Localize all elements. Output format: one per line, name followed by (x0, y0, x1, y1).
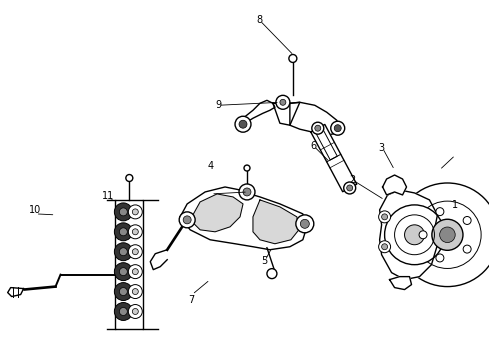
Polygon shape (311, 125, 357, 192)
Circle shape (179, 212, 195, 228)
Circle shape (126, 175, 133, 181)
Circle shape (235, 116, 251, 132)
Circle shape (276, 95, 290, 109)
Text: 5: 5 (262, 256, 268, 266)
Polygon shape (180, 187, 307, 250)
Circle shape (132, 289, 138, 294)
Circle shape (463, 216, 471, 225)
Polygon shape (314, 126, 337, 160)
Circle shape (243, 188, 251, 196)
Circle shape (114, 263, 132, 280)
Text: 7: 7 (188, 295, 195, 305)
Text: 4: 4 (208, 161, 214, 171)
Circle shape (114, 203, 132, 221)
Circle shape (395, 183, 490, 287)
Circle shape (419, 231, 427, 239)
Polygon shape (390, 276, 412, 289)
Circle shape (244, 165, 250, 171)
Circle shape (128, 305, 142, 319)
Circle shape (296, 215, 314, 233)
Circle shape (315, 125, 321, 131)
Circle shape (114, 243, 132, 261)
Circle shape (385, 205, 444, 265)
Circle shape (436, 254, 444, 262)
Text: 10: 10 (29, 206, 41, 216)
Circle shape (239, 120, 247, 128)
Circle shape (132, 309, 138, 315)
Text: 9: 9 (215, 100, 221, 110)
Circle shape (183, 216, 191, 224)
Circle shape (382, 214, 388, 220)
Text: 11: 11 (102, 191, 114, 201)
Circle shape (120, 268, 127, 276)
Circle shape (120, 228, 127, 236)
Circle shape (120, 208, 127, 216)
Circle shape (267, 269, 277, 279)
Text: 8: 8 (257, 15, 263, 26)
Circle shape (128, 245, 142, 259)
Circle shape (289, 54, 297, 62)
Circle shape (436, 208, 444, 216)
Circle shape (239, 184, 255, 200)
Text: 2: 2 (349, 175, 356, 185)
Circle shape (132, 269, 138, 275)
Circle shape (132, 209, 138, 215)
Circle shape (405, 225, 424, 245)
Circle shape (300, 219, 309, 228)
Circle shape (312, 122, 324, 134)
Circle shape (114, 302, 132, 320)
Circle shape (120, 248, 127, 256)
Circle shape (379, 211, 391, 223)
Circle shape (331, 121, 345, 135)
Circle shape (343, 182, 356, 194)
Circle shape (432, 219, 463, 250)
Circle shape (128, 285, 142, 298)
Circle shape (382, 244, 388, 250)
Circle shape (120, 288, 127, 296)
Polygon shape (253, 200, 299, 244)
Circle shape (463, 245, 471, 253)
Circle shape (114, 223, 132, 241)
Polygon shape (240, 100, 275, 125)
Text: 3: 3 (379, 143, 385, 153)
Circle shape (347, 185, 353, 191)
Text: 1: 1 (452, 200, 458, 210)
Polygon shape (273, 102, 300, 125)
Circle shape (120, 307, 127, 315)
Polygon shape (380, 190, 438, 280)
Circle shape (379, 241, 391, 253)
Polygon shape (383, 175, 407, 195)
Circle shape (128, 205, 142, 219)
Circle shape (440, 227, 455, 243)
Circle shape (114, 283, 132, 301)
Polygon shape (290, 102, 340, 135)
Polygon shape (8, 288, 24, 297)
Circle shape (280, 99, 286, 105)
Circle shape (334, 125, 341, 132)
Circle shape (132, 249, 138, 255)
Circle shape (132, 229, 138, 235)
Polygon shape (190, 194, 243, 232)
Circle shape (128, 225, 142, 239)
Circle shape (128, 265, 142, 279)
Text: 6: 6 (310, 141, 317, 151)
Bar (115, 200, 143, 329)
